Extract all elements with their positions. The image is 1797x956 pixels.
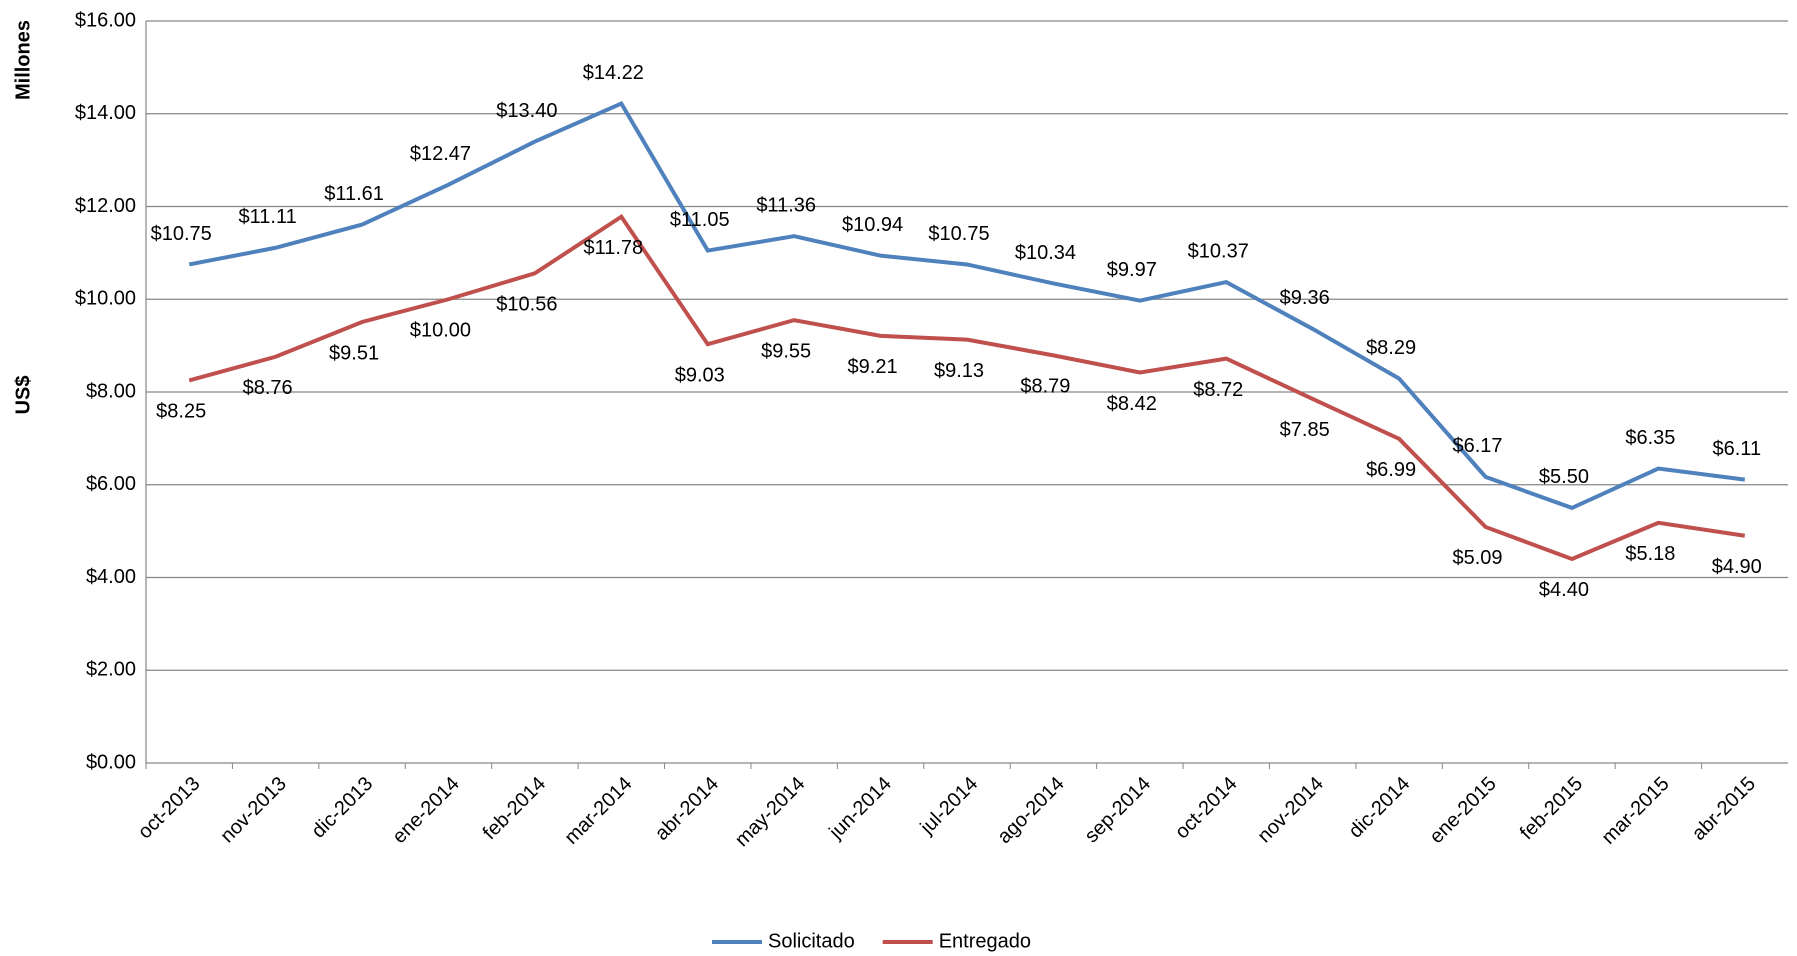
data-label: $11.61 xyxy=(324,183,384,205)
data-label: $11.36 xyxy=(756,194,816,216)
x-tick-label: nov-2014 xyxy=(1253,773,1328,848)
data-label: $5.50 xyxy=(1539,466,1589,488)
y-tick-label: $14.00 xyxy=(75,102,136,124)
x-tick-label: jul-2014 xyxy=(916,773,983,840)
line xyxy=(188,213,1746,562)
x-tick-label: nov-2013 xyxy=(216,773,291,848)
x-tick-label: dic-2014 xyxy=(1345,773,1415,843)
x-tick-label: jun-2014 xyxy=(825,773,896,844)
x-tick-label: dic-2013 xyxy=(308,773,378,843)
y-unit-label: Millones xyxy=(12,20,34,100)
y-tick-label: $0.00 xyxy=(86,751,136,773)
data-label: $9.55 xyxy=(761,340,811,362)
data-label: $9.03 xyxy=(675,365,725,387)
data-label: $8.72 xyxy=(1193,379,1243,401)
data-label: $10.94 xyxy=(842,214,903,236)
y-tick-label: $4.00 xyxy=(86,566,136,588)
data-label: $12.47 xyxy=(410,143,471,165)
data-label: $8.42 xyxy=(1107,393,1157,415)
data-label: $9.51 xyxy=(329,342,379,364)
data-label: $9.13 xyxy=(934,360,984,382)
x-tick-label: sep-2014 xyxy=(1081,773,1156,848)
y-tick-label: $8.00 xyxy=(86,380,136,402)
y-axis-label: US$ xyxy=(12,376,34,415)
x-tick-label: ago-2014 xyxy=(993,773,1068,848)
data-label: $6.99 xyxy=(1366,459,1416,481)
legend-label: Entregado xyxy=(939,930,1031,952)
x-tick-label: feb-2014 xyxy=(479,773,550,844)
x-tick-label: feb-2015 xyxy=(1516,773,1587,844)
data-label: $10.00 xyxy=(410,320,471,342)
data-label: $5.18 xyxy=(1625,543,1675,565)
legend-label: Solicitado xyxy=(768,930,855,952)
data-label: $7.85 xyxy=(1280,419,1330,441)
y-tick-label: $6.00 xyxy=(86,473,136,495)
data-label: $9.21 xyxy=(848,356,898,378)
data-label: $8.25 xyxy=(156,401,206,423)
data-label: $10.75 xyxy=(151,223,212,245)
x-tick-label: ene-2014 xyxy=(388,773,463,848)
data-label: $9.36 xyxy=(1280,287,1330,309)
data-label: $10.56 xyxy=(496,294,557,316)
x-tick-label: ene-2015 xyxy=(1425,773,1500,848)
x-tick-label: oct-2013 xyxy=(134,773,205,844)
y-tick-label: $12.00 xyxy=(75,195,136,217)
data-label: $13.40 xyxy=(496,100,557,122)
data-label: $10.37 xyxy=(1188,240,1249,262)
data-label: $11.05 xyxy=(670,209,730,231)
data-label: $5.09 xyxy=(1452,547,1502,569)
data-label: $8.76 xyxy=(243,377,293,399)
x-tick-label: may-2014 xyxy=(731,773,809,851)
y-tick-label: $10.00 xyxy=(75,288,136,310)
data-label: $6.11 xyxy=(1713,438,1762,460)
y-tick-label: $2.00 xyxy=(86,659,136,681)
x-tick-label: mar-2015 xyxy=(1598,773,1674,849)
line xyxy=(188,101,1746,511)
data-label: $11.78 xyxy=(583,237,643,259)
x-tick-label: abr-2014 xyxy=(651,773,723,845)
x-tick-label: abr-2015 xyxy=(1688,773,1760,845)
data-label: $6.35 xyxy=(1625,427,1675,449)
data-label: $4.90 xyxy=(1712,556,1762,578)
data-label: $4.40 xyxy=(1539,579,1589,601)
data-label: $9.97 xyxy=(1107,259,1157,281)
x-tick-label: mar-2014 xyxy=(560,773,636,849)
data-label: $10.34 xyxy=(1015,242,1076,264)
data-label: $6.17 xyxy=(1452,435,1502,457)
y-tick-label: $16.00 xyxy=(75,9,136,31)
data-label: $11.11 xyxy=(239,206,297,228)
data-label: $8.29 xyxy=(1366,337,1416,359)
data-label: $10.75 xyxy=(928,223,989,245)
data-label: $14.22 xyxy=(583,62,644,84)
x-tick-label: oct-2014 xyxy=(1171,773,1242,844)
data-label: $8.79 xyxy=(1020,376,1070,398)
